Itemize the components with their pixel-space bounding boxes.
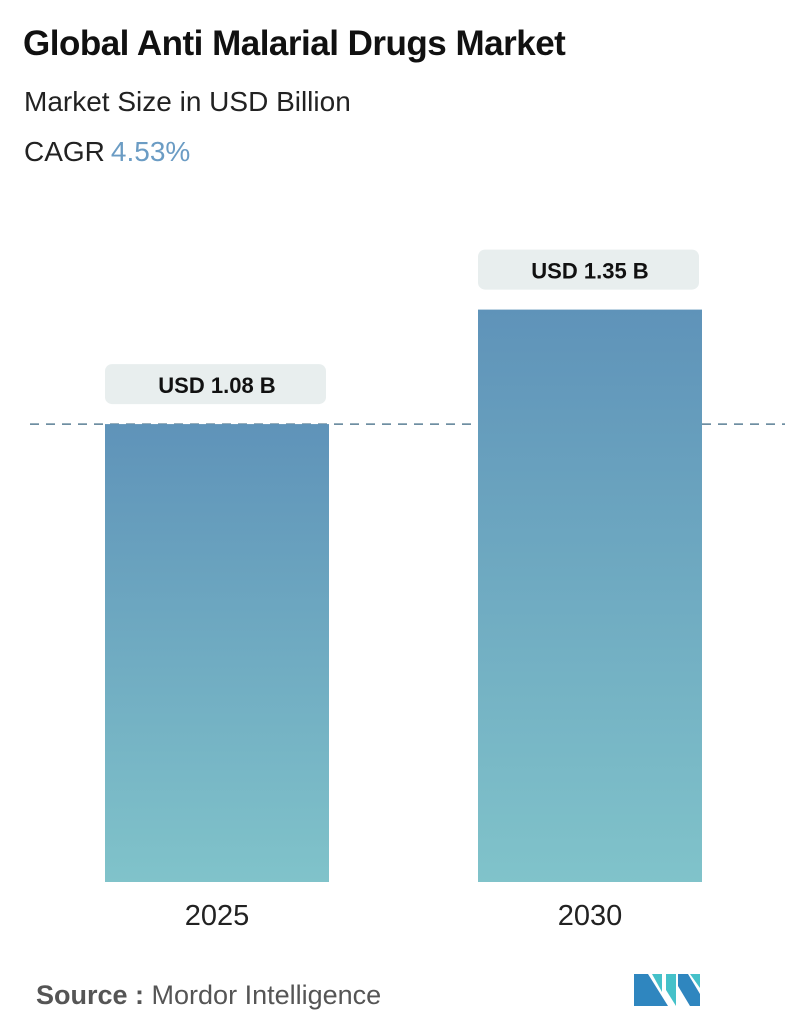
data-label-2025: USD 1.08 B xyxy=(158,373,275,398)
cagr-label: CAGR xyxy=(24,136,105,167)
source-label: Source : xyxy=(36,980,145,1010)
chart-title: Global Anti Malarial Drugs Market xyxy=(23,24,566,63)
cagr-value: 4.53% xyxy=(110,136,191,167)
bar-2025 xyxy=(105,424,329,882)
source-value: Mordor Intelligence xyxy=(151,980,382,1010)
bar-2030 xyxy=(478,309,702,883)
mordor-intelligence-logo xyxy=(634,974,700,1006)
data-label-bg-2030 xyxy=(478,249,699,290)
bar-chart: USD 1.08 B 2025 USD 1.35 B 2030 xyxy=(30,249,785,932)
data-label-2030: USD 1.35 B xyxy=(531,259,648,284)
x-tick-label-2025: 2025 xyxy=(185,900,250,932)
source: Source : Mordor Intelligence xyxy=(36,980,381,1011)
x-tick-label-2030: 2030 xyxy=(558,900,623,932)
chart-subtitle: Market Size in USD Billion xyxy=(24,86,351,117)
cagr: CAGR 4.53% xyxy=(24,136,190,168)
data-label-bg-2025 xyxy=(105,364,326,405)
